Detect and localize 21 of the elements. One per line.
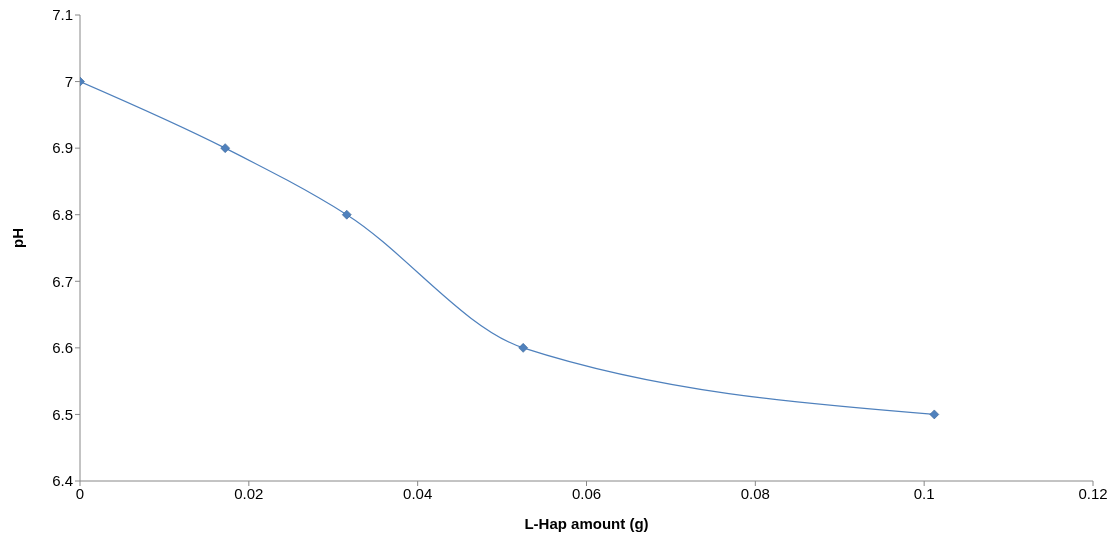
x-tick-label: 0.04	[403, 484, 433, 502]
point	[341, 209, 352, 220]
y-axis-title: pH	[9, 228, 27, 248]
x-tick-label: 0.06	[571, 484, 602, 502]
point	[220, 143, 230, 153]
y-tick-label: 6.8	[52, 206, 73, 224]
point	[929, 409, 940, 420]
y-tick-label: 7	[64, 72, 73, 90]
x-axis-title: L-Hap amount (g)	[524, 515, 649, 532]
y-tick-label: 6.4	[52, 472, 73, 490]
y-tick-label: 6.5	[52, 405, 73, 423]
y-tick-label: 6.7	[52, 272, 73, 290]
x-tick-label: 0.12	[1078, 484, 1108, 502]
y-tick-label: 6.6	[52, 339, 73, 357]
y-tick-label: 7.1	[52, 6, 73, 24]
point	[518, 343, 528, 353]
x-tick-label: 0.1	[913, 484, 935, 502]
x-tick-label: 0.08	[740, 484, 770, 502]
y-tick-label: 6.9	[52, 139, 73, 157]
x-tick-label: 0	[75, 484, 85, 502]
x-tick-label: 0.02	[234, 484, 264, 502]
